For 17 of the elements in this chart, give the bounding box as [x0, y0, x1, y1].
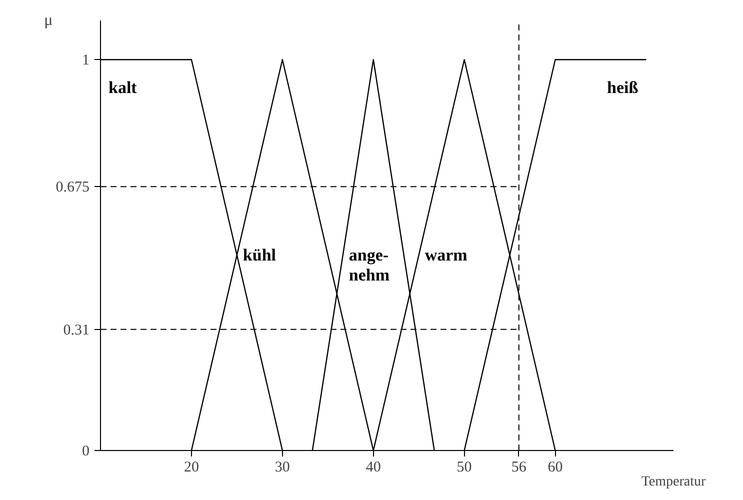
x-tick-label: 60	[548, 460, 563, 476]
y-tick-label: 0	[82, 444, 90, 460]
y-axis-title: μ	[44, 12, 53, 29]
series-label: heiß	[607, 78, 639, 98]
y-tick-label: 1	[82, 52, 90, 69]
x-axis-title: Temperatur	[641, 474, 706, 490]
x-tick-label: 20	[184, 460, 199, 476]
x-tick-label: 50	[456, 460, 472, 476]
y-tick-label: 0.31	[63, 322, 90, 338]
x-tick-label: 56	[511, 460, 527, 476]
series-label: kühl	[242, 246, 276, 265]
x-tick-label: 40	[366, 460, 381, 476]
y-tick-label: 0.675	[56, 180, 90, 196]
series-label: kalt	[108, 78, 138, 98]
series-label: warm	[424, 246, 468, 265]
series-label: ange- nehm	[348, 246, 390, 285]
x-tick-label: 30	[274, 460, 290, 476]
